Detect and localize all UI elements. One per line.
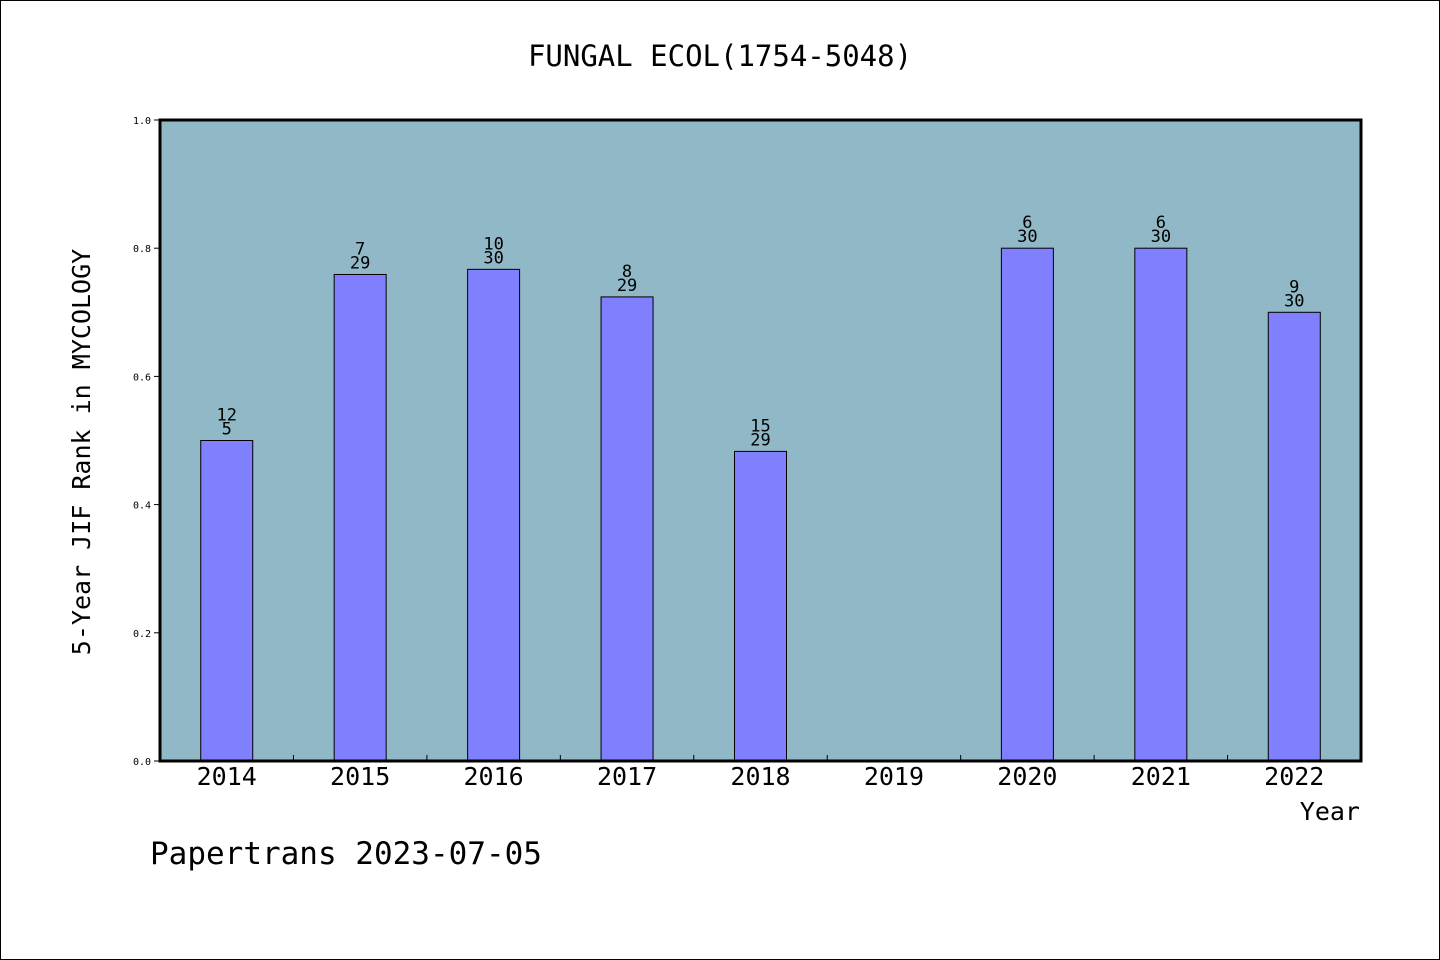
y-tick-label: 0.0: [133, 757, 151, 768]
x-tick-label: 2014: [197, 762, 257, 791]
x-tick-label: 2017: [597, 762, 657, 791]
bar-label-rank: 7: [355, 239, 365, 259]
bar-label-rank: 6: [1022, 213, 1032, 233]
y-tick-label: 0.2: [133, 629, 151, 640]
plot-frame: [158, 118, 1363, 763]
y-axis-label: 5-Year JIF Rank in MYCOLOGY: [67, 249, 96, 655]
bar-label-rank: 12: [216, 406, 236, 426]
bar-label-total: 29: [350, 253, 370, 273]
bar-label-rank: 10: [483, 234, 503, 254]
bar-label-total: 29: [617, 276, 637, 296]
bar-2016: [467, 268, 521, 762]
x-axis: 2014 2015 2016 2017 2018 2019 2020 2021 2022: [197, 755, 1324, 791]
bar-label-rank: 8: [622, 262, 632, 282]
bar-2021: [1134, 247, 1188, 762]
bar-label-total: 5: [222, 420, 232, 440]
bar-label-rank: 15: [750, 416, 770, 436]
bar-2015: [333, 273, 387, 762]
x-axis-label: Year: [1300, 797, 1360, 826]
bar-2018: [734, 450, 787, 762]
y-tick-label: 1.0: [133, 116, 151, 127]
x-tick-label: 2021: [1131, 762, 1191, 791]
x-tick-label: 2015: [330, 762, 390, 791]
y-tick-label: 0.6: [133, 372, 151, 383]
bar-2020: [1000, 247, 1054, 762]
bar-label-total: 30: [1284, 291, 1304, 311]
y-tick-label: 0.8: [133, 244, 151, 255]
chart-title: FUNGAL ECOL(1754-5048): [528, 39, 912, 73]
footer-credit: Papertrans 2023-07-05: [150, 836, 542, 872]
bar-label-total: 30: [1017, 227, 1037, 247]
x-tick-label: 2022: [1264, 762, 1324, 791]
x-tick-label: 2016: [464, 762, 524, 791]
bar-2014: [200, 440, 254, 762]
bar-label-rank: 9: [1289, 277, 1299, 297]
bar-label-total: 29: [750, 430, 770, 450]
bar-label-total: 30: [483, 248, 503, 268]
y-tick-label: 0.4: [133, 501, 151, 512]
bar-2017: [600, 296, 654, 762]
y-axis: 0.0 0.2 0.4 0.6 0.8 1.0: [133, 116, 160, 768]
x-tick-label: 2020: [997, 762, 1057, 791]
x-tick-label: 2019: [864, 762, 924, 791]
bar-label-rank: 6: [1156, 213, 1166, 233]
bar-label-total: 30: [1151, 227, 1171, 247]
x-tick-label: 2018: [730, 762, 790, 791]
bar-2022: [1267, 311, 1321, 762]
